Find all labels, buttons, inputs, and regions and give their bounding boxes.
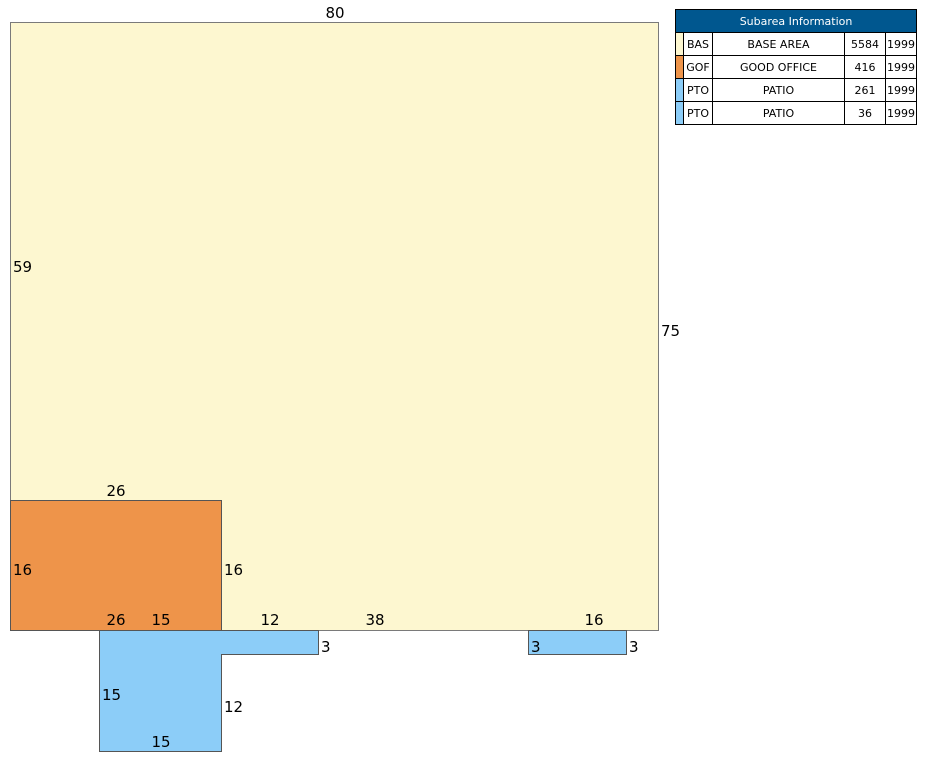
- legend-year: 1999: [884, 55, 918, 79]
- legend-row: PTO PATIO 36 1999: [675, 101, 918, 125]
- legend-color-swatch: [675, 78, 684, 102]
- patio-region-2: [528, 630, 627, 655]
- legend-area: 5584: [844, 32, 886, 56]
- legend-row: GOF GOOD OFFICE 416 1999: [675, 55, 918, 79]
- bas-left-dimension: 59: [13, 258, 32, 276]
- good-office-region: [10, 500, 222, 631]
- bas-top-dimension: 80: [325, 4, 344, 22]
- patio1-top-left-dimension: 15: [151, 611, 170, 629]
- patio2-top-dimension: 16: [584, 611, 603, 629]
- gof-bottom-dimension: 26: [106, 611, 125, 629]
- legend-description: PATIO: [712, 101, 845, 125]
- legend-code: PTO: [683, 101, 713, 125]
- patio1-left-dimension: 15: [102, 686, 121, 704]
- gof-right-dimension: 16: [224, 561, 243, 579]
- legend-row: PTO PATIO 261 1999: [675, 78, 918, 102]
- legend-description: GOOD OFFICE: [712, 55, 845, 79]
- bas-right-dimension: 75: [661, 322, 680, 340]
- legend-description: BASE AREA: [712, 32, 845, 56]
- legend-area: 36: [844, 101, 886, 125]
- legend-code: GOF: [683, 55, 713, 79]
- bas-bottom-dimension: 38: [365, 611, 384, 629]
- legend-row: BAS BASE AREA 5584 1999: [675, 32, 918, 56]
- legend-area: 261: [844, 78, 886, 102]
- patio1-right-end-dimension: 3: [321, 638, 331, 656]
- legend-code: BAS: [683, 32, 713, 56]
- legend-year: 1999: [884, 78, 918, 102]
- subarea-information-table: Subarea Information BAS BASE AREA 5584 1999…: [674, 9, 918, 125]
- patio-region-1: [99, 630, 319, 752]
- legend-title: Subarea Information: [674, 9, 918, 33]
- legend-year: 1999: [884, 101, 918, 125]
- legend-color-swatch: [675, 55, 684, 79]
- legend-body: BAS BASE AREA 5584 1999 GOF GOOD OFFICE 416 199…: [675, 32, 918, 125]
- legend-header-row: Subarea Information: [674, 9, 918, 33]
- legend-code: PTO: [683, 78, 713, 102]
- legend-description: PATIO: [712, 78, 845, 102]
- patio1-right-dimension: 12: [224, 698, 243, 716]
- gof-top-dimension: 26: [106, 482, 125, 500]
- patio1-top-right-dimension: 12: [260, 611, 279, 629]
- patio1-bottom-dimension: 15: [151, 733, 170, 751]
- patio2-left-dimension: 3: [531, 638, 541, 656]
- legend-area: 416: [844, 55, 886, 79]
- legend-color-swatch: [675, 32, 684, 56]
- legend-color-swatch: [675, 101, 684, 125]
- legend-year: 1999: [884, 32, 918, 56]
- gof-left-dimension: 16: [13, 561, 32, 579]
- patio2-right-dimension: 3: [629, 638, 639, 656]
